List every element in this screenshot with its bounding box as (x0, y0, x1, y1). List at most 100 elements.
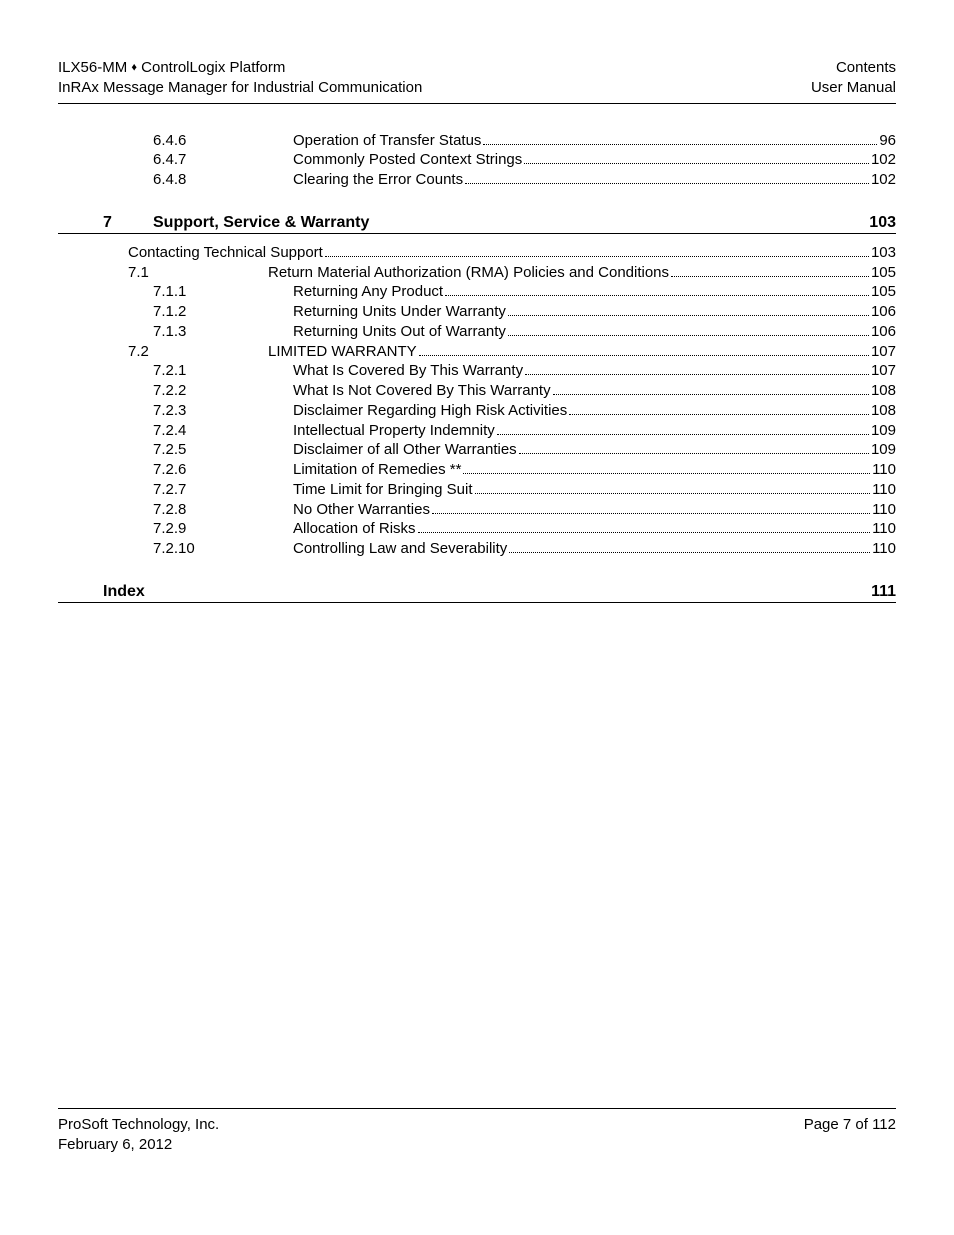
toc-entry-body: No Other Warranties 110 (248, 501, 896, 520)
page-header: ILX56-MM ♦ ControlLogix Platform InRAx M… (58, 58, 896, 104)
toc-entry-title: Disclaimer Regarding High Risk Activitie… (293, 402, 567, 421)
header-left-line1: ILX56-MM ♦ ControlLogix Platform (58, 58, 422, 78)
toc-leader-dots (519, 452, 869, 454)
toc-leader-dots (475, 492, 871, 494)
toc-entry-page: 110 (872, 520, 896, 539)
page-footer: ProSoft Technology, Inc. February 6, 201… (58, 1108, 896, 1156)
toc-entry: 7.2.7Time Limit for Bringing Suit110 (58, 481, 896, 500)
toc-entry-body: LIMITED WARRANTY107 (223, 343, 896, 362)
toc-entry: 7.1.2Returning Units Under Warranty106 (58, 303, 896, 322)
toc-entry-num: 7.2.2 (58, 382, 248, 401)
toc-entry: 7.2LIMITED WARRANTY107 (58, 343, 896, 362)
toc-entry-body: Intellectual Property Indemnity109 (248, 422, 896, 441)
toc-entry-title: Contacting Technical Support (128, 244, 323, 263)
toc-entry-num: 7.2 (58, 343, 223, 362)
toc-entry-title: What Is Not Covered By This Warranty (293, 382, 551, 401)
toc-entry: 7.2.1What Is Covered By This Warranty107 (58, 362, 896, 381)
header-right-line2: User Manual (811, 78, 896, 98)
toc-leader-dots (671, 275, 869, 277)
toc-entry-num: 7.2.6 (58, 461, 248, 480)
section-heading-7: 7 Support, Service & Warranty 103 (58, 214, 896, 234)
document-date: February 6, 2012 (58, 1135, 219, 1155)
toc-entry-body: Disclaimer of all Other Warranties109 (248, 441, 896, 460)
toc-entry-title: Limitation of Remedies ** (293, 461, 461, 480)
toc-entry: 7.2.8 No Other Warranties 110 (58, 501, 896, 520)
toc-leader-dots (465, 182, 869, 184)
toc-entry-page: 106 (871, 323, 896, 342)
footer-right: Page 7 of 112 (804, 1115, 896, 1156)
toc-entry-num: 7.1.2 (58, 303, 248, 322)
toc-entry: 7.2.3 Disclaimer Regarding High Risk Acti… (58, 402, 896, 421)
index-heading: Index 111 (58, 583, 896, 603)
toc-entry: 7.2.6 Limitation of Remedies ** 110 (58, 461, 896, 480)
toc-entry-body: Clearing the Error Counts102 (248, 171, 896, 190)
toc-entry-page: 105 (871, 264, 896, 283)
toc-entry: 6.4.6Operation of Transfer Status96 (58, 132, 896, 151)
toc-entry-body: Time Limit for Bringing Suit 110 (248, 481, 896, 500)
toc-leader-dots (569, 413, 869, 415)
header-left-line2: InRAx Message Manager for Industrial Com… (58, 78, 422, 98)
toc-entry-title: Returning Units Out of Warranty (293, 323, 506, 342)
toc-entry-title: Returning Any Product (293, 283, 443, 302)
toc-leader-dots (508, 334, 869, 336)
toc-entry-page: 96 (879, 132, 896, 151)
toc-entry-num: 7.1 (58, 264, 223, 283)
company-name: ProSoft Technology, Inc. (58, 1115, 219, 1135)
toc-entry: 7.2.4Intellectual Property Indemnity109 (58, 422, 896, 441)
toc-entry-title: Allocation of Risks (293, 520, 416, 539)
toc-entry-title: Returning Units Under Warranty (293, 303, 506, 322)
toc-entry-title: LIMITED WARRANTY (268, 343, 417, 362)
toc-entry-title: Time Limit for Bringing Suit (293, 481, 473, 500)
toc-entry: 7.2.5Disclaimer of all Other Warranties1… (58, 441, 896, 460)
toc-entry-page: 110 (872, 501, 896, 520)
toc-entry-num: 7.1.1 (58, 283, 248, 302)
header-right: Contents User Manual (811, 58, 896, 99)
platform-name: ControlLogix Platform (137, 59, 285, 76)
toc-leader-dots (509, 551, 870, 553)
footer-left: ProSoft Technology, Inc. February 6, 201… (58, 1115, 219, 1156)
toc-pre-entries: 6.4.6Operation of Transfer Status966.4.7… (58, 132, 896, 190)
toc-entry: 7.1.1 Returning Any Product 105 (58, 283, 896, 302)
toc-leader-dots (508, 314, 869, 316)
toc-entry-page: 110 (872, 540, 896, 559)
toc-leader-dots (432, 512, 870, 514)
toc-entry-num: 6.4.6 (58, 132, 248, 151)
toc-leader-dots (525, 373, 869, 375)
toc-entry-page: 110 (872, 461, 896, 480)
header-left: ILX56-MM ♦ ControlLogix Platform InRAx M… (58, 58, 422, 99)
toc-entry-page: 102 (871, 171, 896, 190)
document-page: ILX56-MM ♦ ControlLogix Platform InRAx M… (0, 0, 954, 1235)
toc-entry-page: 105 (871, 283, 896, 302)
toc-leader-dots (325, 255, 869, 257)
toc-section7-entries: Contacting Technical Support1037.1 Return… (58, 244, 896, 559)
toc-entry-num: 7.2.3 (58, 402, 248, 421)
toc-entry: 7.2.10 Controlling Law and Severability 11… (58, 540, 896, 559)
toc-entry-title: Commonly Posted Context Strings (293, 151, 522, 170)
toc-entry-title: Controlling Law and Severability (293, 540, 507, 559)
section-page: 103 (869, 214, 896, 232)
toc-entry: Contacting Technical Support103 (58, 244, 896, 263)
toc-entry-num: 7.2.10 (58, 540, 248, 559)
toc-entry-title: Disclaimer of all Other Warranties (293, 441, 517, 460)
index-page: 111 (871, 583, 896, 601)
toc-entry-num: 6.4.7 (58, 151, 248, 170)
toc-entry-body: Returning Units Out of Warranty 106 (248, 323, 896, 342)
product-id: ILX56-MM (58, 59, 131, 76)
toc-entry-title: No Other Warranties (293, 501, 430, 520)
toc-entry-title: What Is Covered By This Warranty (293, 362, 523, 381)
toc-leader-dots (553, 393, 869, 395)
header-right-line1: Contents (811, 58, 896, 78)
page-number: Page 7 of 112 (804, 1115, 896, 1135)
toc-entry-page: 109 (871, 422, 896, 441)
toc-entry-num: 7.2.5 (58, 441, 248, 460)
toc-entry-title: Return Material Authorization (RMA) Poli… (268, 264, 669, 283)
index-title: Index (103, 583, 871, 601)
section-title: Support, Service & Warranty (153, 214, 869, 232)
toc-entry: 7.2.9Allocation of Risks110 (58, 520, 896, 539)
toc-entry-body: What Is Not Covered By This Warranty108 (248, 382, 896, 401)
toc-entry-num: 7.2.8 (58, 501, 248, 520)
toc-leader-dots (463, 472, 870, 474)
toc-entry-page: 110 (872, 481, 896, 500)
toc-entry-body: What Is Covered By This Warranty107 (248, 362, 896, 381)
toc-leader-dots (419, 354, 869, 356)
